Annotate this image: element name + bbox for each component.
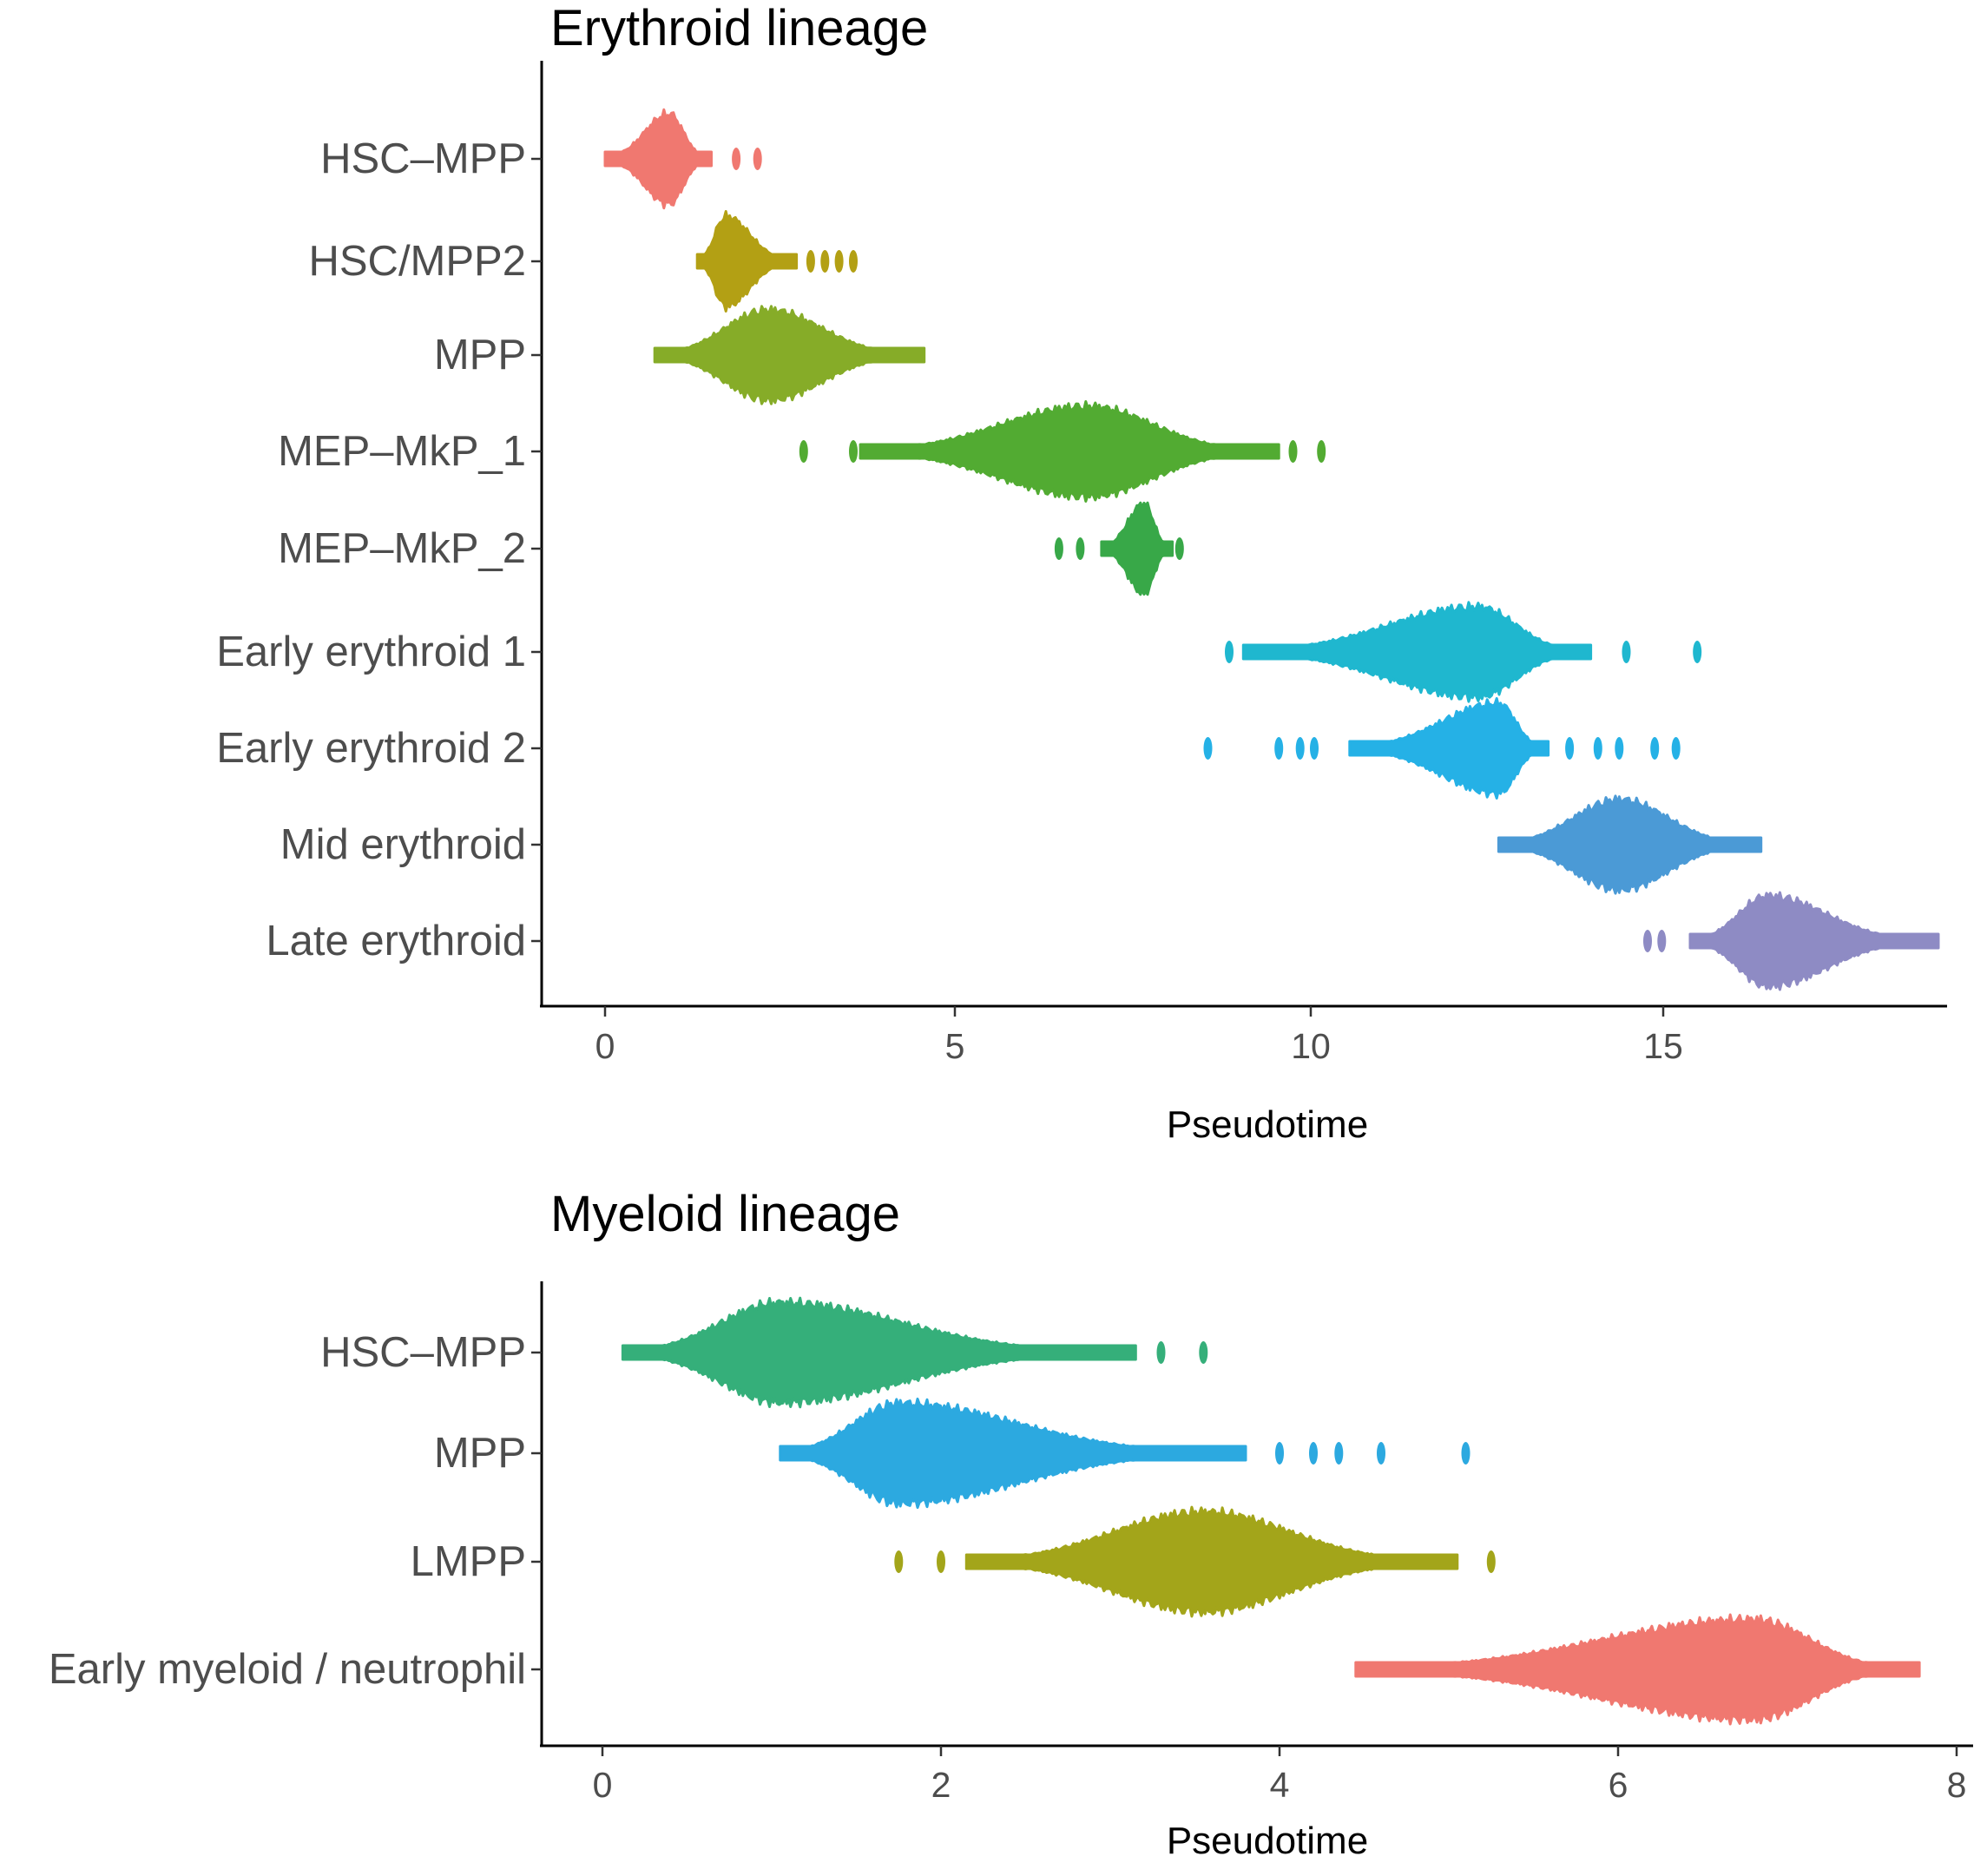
outlier-point — [849, 250, 858, 273]
swarm-body — [779, 1397, 1247, 1510]
outlier-point — [1225, 641, 1234, 663]
series-myeloid-2 — [779, 1397, 1471, 1510]
category-label: MEP–MkP_2 — [278, 525, 526, 572]
outlier-point — [1377, 1442, 1385, 1465]
outlier-point — [1657, 930, 1667, 952]
outlier-point — [849, 440, 858, 463]
outlier-point — [1615, 737, 1624, 760]
outlier-point — [753, 148, 762, 170]
outlier-point — [1565, 737, 1575, 760]
series-myeloid-4 — [1354, 1613, 1921, 1726]
swarm-body — [1688, 891, 1940, 991]
swarm-body — [1100, 501, 1174, 596]
outlier-point — [1671, 737, 1681, 760]
outlier-point — [1693, 641, 1702, 663]
outlier-point — [1310, 737, 1319, 760]
category-label: LMPP — [411, 1538, 526, 1585]
series-erythroid-6 — [1225, 601, 1702, 703]
category-label: Early erythroid 1 — [216, 629, 526, 675]
outlier-point — [1203, 737, 1213, 760]
outlier-point — [1275, 1442, 1284, 1465]
outlier-point — [1650, 737, 1660, 760]
series-myeloid-1 — [621, 1296, 1208, 1409]
outlier-point — [1486, 1550, 1496, 1573]
outlier-point — [1334, 1442, 1344, 1465]
swarm-body — [859, 400, 1280, 503]
outlier-point — [1054, 537, 1063, 560]
x-tick-label: 10 — [1291, 1026, 1331, 1066]
panel-title: Myeloid lineage — [550, 1186, 900, 1242]
x-tick-label: 4 — [1270, 1765, 1290, 1805]
outlier-point — [1622, 641, 1631, 663]
category-label: MPP — [434, 332, 526, 378]
swarm-body — [653, 305, 926, 405]
x-tick-label: 0 — [595, 1026, 615, 1066]
outlier-point — [1295, 737, 1305, 760]
x-axis-title: Pseudotime — [1167, 1103, 1368, 1146]
outlier-point — [1274, 737, 1284, 760]
outlier-point — [1593, 737, 1602, 760]
outlier-point — [834, 250, 844, 273]
swarm-body — [1497, 794, 1763, 895]
category-label: Early myeloid / neutrophil — [49, 1646, 526, 1693]
x-tick-label: 15 — [1643, 1026, 1683, 1066]
outlier-point — [1643, 930, 1652, 952]
swarm-body — [695, 210, 799, 313]
category-label: Late erythroid — [266, 918, 526, 964]
outlier-point — [820, 250, 830, 273]
series-erythroid-3 — [653, 305, 926, 405]
category-label: HSC–MPP — [320, 1329, 526, 1376]
outlier-point — [1156, 1341, 1166, 1364]
x-tick-label: 0 — [593, 1765, 613, 1805]
series-erythroid-4 — [799, 400, 1326, 503]
outlier-point — [1461, 1442, 1471, 1465]
category-label: Mid erythroid — [280, 821, 526, 868]
erythroid-panel: Erythroid lineage HSC–MPP HSC/MPP2 MPP M… — [216, 0, 1947, 1146]
series-erythroid-8 — [1497, 794, 1763, 895]
x-tick-label: 6 — [1609, 1765, 1628, 1805]
series-erythroid-2 — [695, 210, 858, 313]
swarm-body — [603, 108, 713, 210]
series-myeloid-3 — [894, 1505, 1496, 1618]
category-label: HSC–MPP — [320, 135, 526, 182]
plot-area — [621, 1296, 1921, 1726]
category-label: MEP–MkP_1 — [278, 428, 526, 475]
x-tick-label: 8 — [1947, 1765, 1967, 1805]
outlier-point — [1076, 537, 1085, 560]
swarm-body — [1348, 697, 1550, 800]
outlier-point — [937, 1550, 945, 1573]
outlier-point — [1174, 537, 1184, 560]
panel-title: Erythroid lineage — [550, 0, 928, 56]
outlier-point — [894, 1550, 904, 1573]
swarm-body — [1241, 601, 1593, 703]
category-label: HSC/MPP2 — [308, 238, 526, 285]
outlier-point — [806, 250, 815, 273]
series-erythroid-9 — [1643, 891, 1940, 991]
x-tick-label: 5 — [945, 1026, 965, 1066]
swarm-body — [1354, 1613, 1921, 1726]
series-erythroid-7 — [1203, 697, 1681, 800]
outlier-point — [1317, 440, 1326, 463]
series-erythroid-1 — [603, 108, 762, 210]
x-tick-label: 2 — [931, 1765, 951, 1805]
swarm-body — [621, 1296, 1137, 1409]
series-erythroid-5 — [1054, 501, 1184, 596]
plot-area — [603, 108, 1940, 991]
swarm-body — [964, 1505, 1459, 1618]
category-label: Early erythroid 2 — [216, 725, 526, 772]
outlier-point — [1288, 440, 1298, 463]
myeloid-panel: Myeloid lineage HSC–MPP MPP LMPP Early m… — [49, 1186, 1973, 1862]
x-axis-title: Pseudotime — [1167, 1820, 1368, 1862]
outlier-point — [1199, 1341, 1208, 1364]
category-label: MPP — [434, 1430, 526, 1477]
outlier-point — [1309, 1442, 1318, 1465]
outlier-point — [732, 148, 741, 170]
outlier-point — [799, 440, 808, 463]
